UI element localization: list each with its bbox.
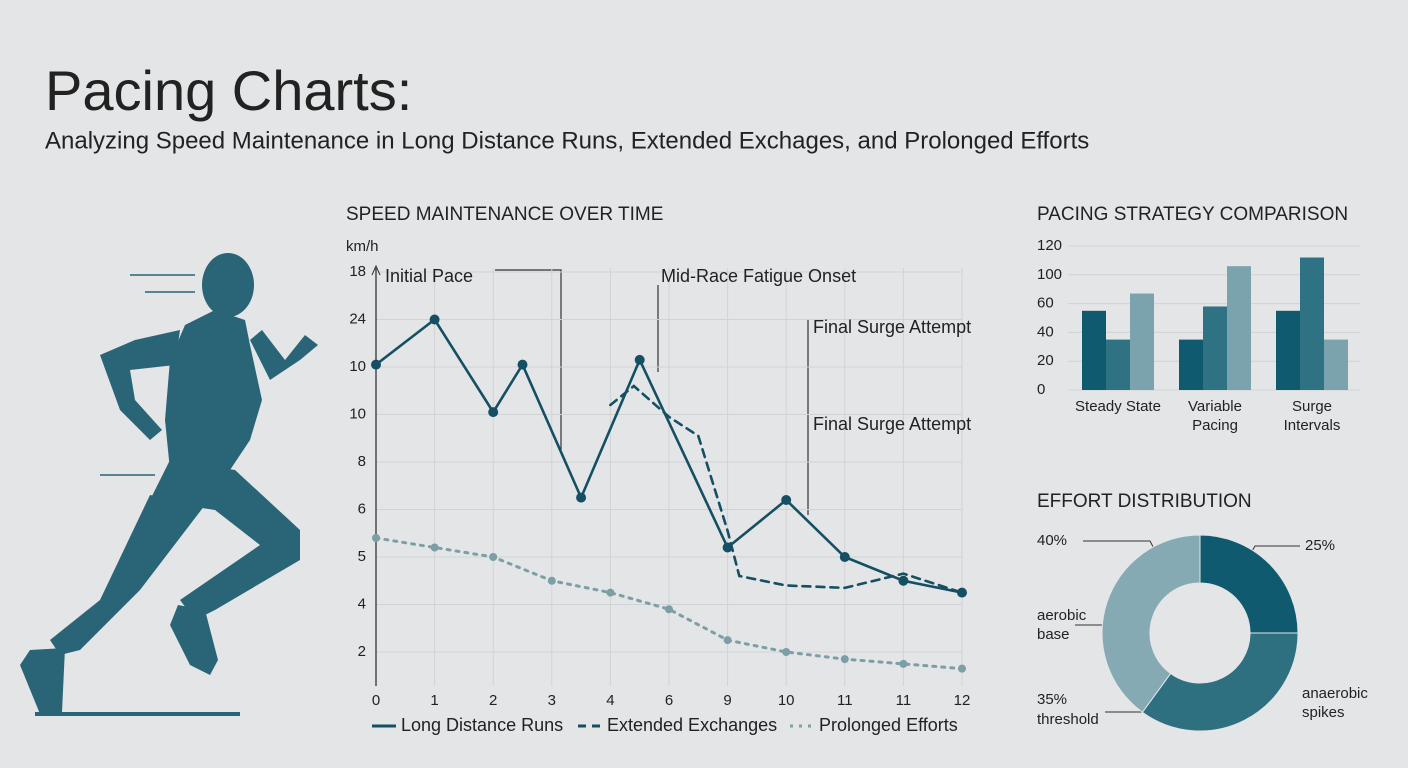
x-tick-label: 0 [372,692,380,709]
chart-title: PACING STRATEGY COMPARISON [1037,204,1348,225]
data-point [430,543,439,552]
y-tick-label: 5 [358,548,366,565]
x-tick-label-box: Variable Pacing [1188,398,1242,434]
y-tick-label: 120 [1037,237,1062,254]
data-point [839,552,850,562]
x-tick-label: 9 [723,692,731,709]
page-subtitle: Analyzing Speed Maintenance in Long Dist… [45,127,1089,154]
data-point [429,314,440,325]
x-tick-label: 2 [489,692,497,709]
data-point [547,576,556,585]
legend-label: Extended Exchanges [607,715,777,735]
bar [1300,257,1324,390]
x-tick-label: 10 [778,692,795,709]
chart-title: SPEED MAINTENANCE OVER TIME [346,204,663,225]
x-tick-label: 6 [665,692,673,709]
data-point [488,407,499,418]
legend-label: Long Distance Runs [401,715,563,735]
bar [1203,306,1227,390]
y-tick-label: 6 [358,500,366,517]
bar [1227,266,1251,390]
bar [1130,293,1154,390]
page-title: Pacing Charts: [45,59,412,122]
donut-segment [1101,534,1201,713]
data-point [489,553,498,561]
value-label: 40% [1037,532,1067,549]
bar [1179,339,1203,390]
value-label: 35% [1037,691,1067,708]
y-axis-label: km/h [346,238,379,255]
annotation: Final Surge Attempt [813,317,971,337]
data-point [898,575,909,586]
y-tick-label: 10 [349,358,366,375]
category-label-box: anaerobic spikes [1302,685,1368,721]
y-tick-label: 2 [358,643,366,660]
y-axis-arrow [371,264,381,276]
value-label: 25% [1305,537,1335,554]
data-point [576,492,587,503]
x-tick-label-box: Surge Intervals [1283,398,1341,434]
category-label: aerobic base [1037,607,1087,643]
runner-illustration [20,253,318,716]
annotation: Final Surge Attempt [813,414,971,434]
y-tick-label: 0 [1037,381,1045,398]
annotation-leaders [495,269,809,515]
data-point [371,359,381,370]
annotation: Initial Pace [385,266,473,286]
x-tick-label: 12 [954,692,971,709]
bar [1324,339,1348,390]
category-label-box: aerobic base [1037,607,1087,643]
data-point [634,354,645,365]
annotation: Mid-Race Fatigue Onset [661,266,856,286]
y-tick-label: 8 [358,453,366,470]
donut-segment [1141,632,1299,732]
category-label-box: threshold [1037,711,1099,728]
y-tick-label: 18 [349,263,366,280]
x-tick-label: 1 [430,692,438,709]
data-point [665,605,673,614]
x-tick-label: 3 [548,692,556,709]
y-tick-label: 20 [1037,352,1054,369]
donut-segment [1199,534,1299,634]
data-point [606,588,615,597]
bar [1276,310,1300,390]
data-point [957,587,967,598]
x-tick-label: Surge Intervals [1283,398,1341,434]
x-tick-label: 4 [606,692,614,709]
data-point [517,359,528,370]
data-point [372,534,380,542]
y-tick-label: 24 [349,310,366,327]
bar [1106,339,1130,390]
series-line [609,384,964,594]
chart-title: EFFORT DISTRIBUTION [1037,491,1252,512]
legend-label: Prolonged Efforts [819,715,958,735]
data-point [840,655,849,664]
data-point [723,636,732,645]
category-label: threshold [1037,711,1099,728]
y-tick-label: 4 [358,595,366,612]
series-line [374,536,964,671]
data-point [899,659,908,668]
y-tick-label: 40 [1037,323,1054,340]
data-point [781,495,792,505]
x-tick-label-box: Steady State [1075,398,1161,415]
x-tick-label: Variable Pacing [1188,398,1242,434]
category-label: anaerobic spikes [1302,685,1368,721]
data-point [782,648,791,656]
x-tick-label: 11 [896,692,912,709]
bar [1082,310,1106,390]
y-tick-label: 100 [1037,266,1062,283]
y-tick-label: 10 [349,405,366,422]
x-tick-label: Steady State [1075,398,1161,415]
y-tick-label: 60 [1037,295,1054,312]
x-tick-label: 11 [837,692,853,709]
data-point [958,664,966,673]
